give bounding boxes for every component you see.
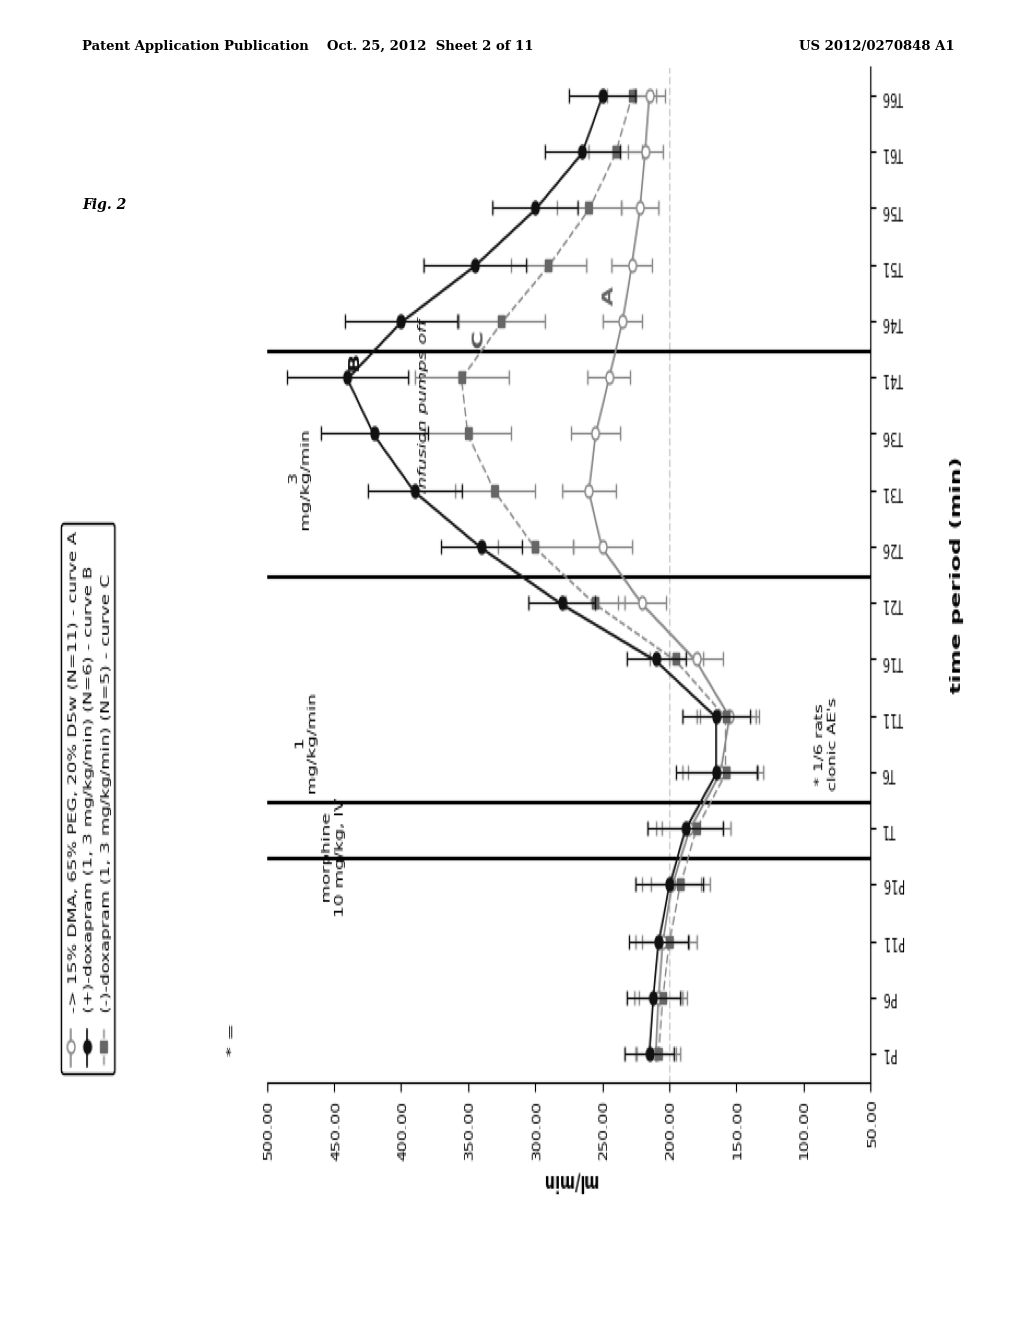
- Text: Oct. 25, 2012  Sheet 2 of 11: Oct. 25, 2012 Sheet 2 of 11: [327, 40, 534, 53]
- Text: US 2012/0270848 A1: US 2012/0270848 A1: [799, 40, 954, 53]
- Text: Fig. 2: Fig. 2: [82, 198, 126, 213]
- Text: Patent Application Publication: Patent Application Publication: [82, 40, 308, 53]
